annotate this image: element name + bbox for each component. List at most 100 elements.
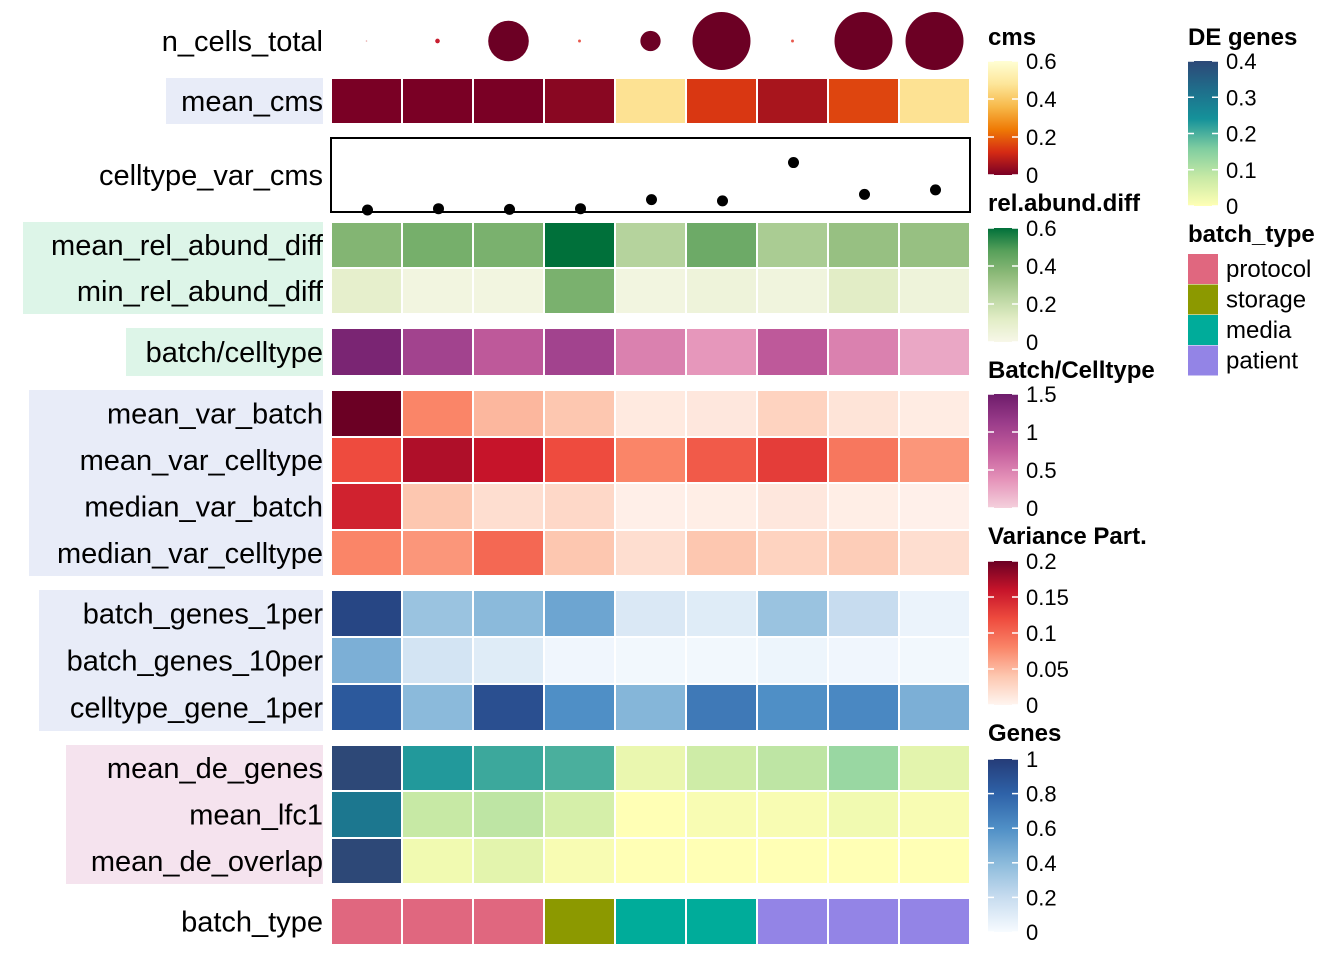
heatmap-cell	[829, 591, 898, 636]
heatmap-row	[332, 685, 969, 730]
heatmap-cell	[687, 638, 756, 683]
heatmap-cell	[758, 329, 827, 375]
heatmap-row	[332, 531, 969, 575]
heatmap-cell	[900, 638, 969, 683]
heatmap-cell	[616, 223, 685, 267]
data-point	[362, 204, 373, 216]
heatmap-row	[332, 484, 969, 529]
category-cell	[545, 899, 614, 944]
row-label: mean_rel_abund_diff	[51, 230, 324, 262]
legend-item-label: storage	[1226, 287, 1306, 314]
heatmap-cell	[616, 531, 685, 575]
heatmap-cell	[687, 438, 756, 482]
heatmap-cell	[687, 685, 756, 730]
heatmap-cell	[758, 746, 827, 790]
legend-tick-label: 0.1	[1026, 621, 1057, 646]
colorbar	[988, 61, 1018, 175]
heatmap-cell	[616, 746, 685, 790]
row-label: celltype_gene_1per	[70, 693, 323, 725]
heatmap-cell	[900, 746, 969, 790]
heatmap-row	[330, 137, 971, 216]
heatmap-cell	[332, 484, 401, 529]
colorbar	[988, 228, 1018, 342]
heatmap-row	[332, 438, 969, 482]
size-dot	[905, 12, 964, 70]
heatmap-cell	[687, 591, 756, 636]
heatmap-cell	[829, 484, 898, 529]
legend-swatch	[1188, 315, 1218, 345]
heatmap-cell	[332, 839, 401, 883]
heatmap-cell	[829, 746, 898, 790]
heatmap-cell	[545, 391, 614, 436]
legend-tick-label: 0.8	[1026, 782, 1057, 807]
legend-tick-label: 0	[1026, 693, 1038, 718]
heatmap-row	[332, 329, 969, 375]
row-label: median_var_batch	[84, 492, 323, 524]
heatmap-cell	[900, 269, 969, 313]
heatmap-cells	[330, 12, 971, 944]
row-group-background	[166, 78, 323, 124]
heatmap-cell	[687, 329, 756, 375]
legend-title: DE genes	[1188, 24, 1297, 51]
heatmap-cell	[403, 591, 472, 636]
heatmap-cell	[616, 438, 685, 482]
heatmap-cell	[332, 591, 401, 636]
heatmap-cell	[332, 79, 401, 123]
heatmap-cell	[332, 531, 401, 575]
row-label: mean_var_celltype	[80, 445, 323, 477]
legend-tick-label: 1	[1026, 420, 1038, 445]
legend-swatch	[1188, 345, 1218, 376]
row-label: min_rel_abund_diff	[77, 276, 324, 308]
data-point	[930, 184, 941, 196]
heatmap-cell	[545, 484, 614, 529]
heatmap-cell	[758, 839, 827, 883]
heatmap-cell	[403, 531, 472, 575]
heatmap-cell	[403, 685, 472, 730]
legend-title: Batch/Celltype	[988, 357, 1155, 384]
row-label: mean_lfc1	[189, 800, 323, 832]
heatmap-cell	[829, 391, 898, 436]
heatmap-cell	[474, 591, 543, 636]
heatmap-cell	[616, 685, 685, 730]
heatmap-cell	[616, 591, 685, 636]
heatmap-cell	[332, 792, 401, 837]
row-label: batch_genes_1per	[83, 599, 324, 631]
heatmap-row	[332, 591, 969, 636]
heatmap-cell	[900, 438, 969, 482]
heatmap-cell	[474, 638, 543, 683]
data-point	[575, 203, 586, 215]
row-label: n_cells_total	[162, 26, 323, 58]
legend-tick-label: 0.6	[1026, 216, 1057, 241]
legend-tick-label: 0.2	[1026, 292, 1057, 317]
heatmap-cell	[332, 391, 401, 436]
heatmap-cell	[758, 223, 827, 267]
size-dot	[640, 30, 661, 52]
heatmap-cell	[758, 685, 827, 730]
heatmap-cell	[545, 438, 614, 482]
data-point	[717, 195, 728, 207]
legend-title: Variance Part.	[988, 523, 1147, 550]
heatmap-cell	[332, 746, 401, 790]
legend-tick-label: 0.05	[1026, 657, 1069, 682]
row-label: mean_cms	[181, 86, 323, 118]
legend-tick-label: 0	[1026, 496, 1038, 521]
heatmap-cell	[829, 638, 898, 683]
size-dot	[488, 20, 529, 62]
heatmap-cell	[616, 79, 685, 123]
size-dot	[435, 38, 440, 44]
heatmap-cell	[900, 223, 969, 267]
heatmap-cell	[545, 531, 614, 575]
heatmap-cell	[403, 484, 472, 529]
heatmap-cell	[474, 269, 543, 313]
heatmap-cell	[545, 746, 614, 790]
heatmap-cell	[474, 484, 543, 529]
legend-title: rel.abund.diff	[988, 190, 1141, 217]
heatmap-cell	[900, 329, 969, 375]
heatmap-cell	[403, 638, 472, 683]
legend-item-label: patient	[1226, 348, 1298, 375]
legend-item-label: media	[1226, 317, 1292, 344]
data-point	[859, 188, 870, 200]
